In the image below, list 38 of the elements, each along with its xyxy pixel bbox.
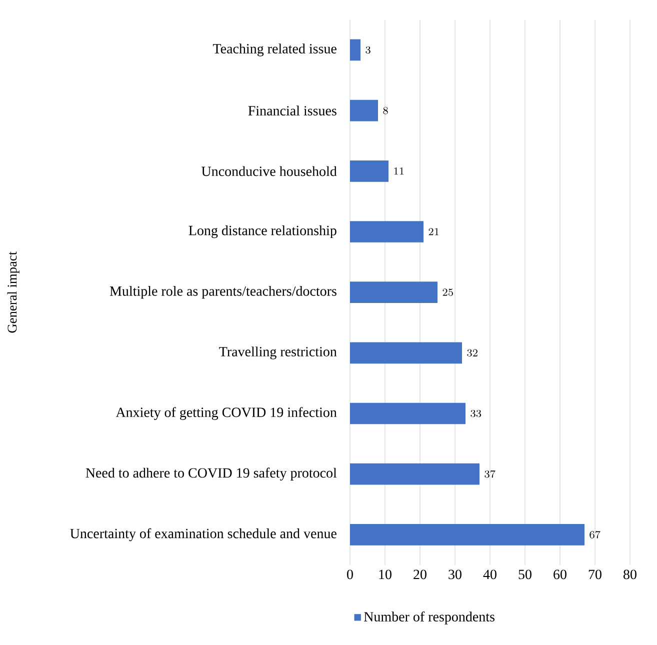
y-tick-label: Unconducive household (202, 166, 337, 176)
bar (350, 402, 466, 424)
y-tick-label: Financial issues (248, 106, 336, 116)
x-tick-label: 60 (554, 570, 566, 580)
x-tick-label: 40 (483, 570, 496, 580)
bar (350, 524, 584, 546)
x-tick-label: 80 (624, 570, 636, 580)
legend-label: Number of respondents (364, 612, 494, 624)
data-label: 3 (366, 46, 370, 54)
bar (350, 39, 360, 61)
data-label: 32 (467, 349, 478, 357)
bar (350, 221, 424, 242)
y-tick-label: Anxiety of getting COVID 19 infection (116, 407, 337, 420)
bar (350, 160, 388, 182)
y-tick-label: Travelling restriction (219, 346, 337, 360)
bar (350, 342, 462, 364)
bar (350, 463, 480, 485)
x-tick-label: 70 (588, 570, 602, 580)
bar (350, 100, 378, 122)
y-axis-title: General impact (7, 251, 20, 333)
data-label: 25 (442, 288, 453, 296)
data-label: 21 (428, 228, 439, 236)
data-label: 67 (590, 530, 600, 538)
y-tick-label: Long distance relationship (188, 225, 336, 238)
data-label: 8 (383, 106, 388, 114)
y-tick-label: Multiple role as parents/teachers/doctors (110, 286, 336, 299)
bar (350, 282, 438, 303)
data-label: 33 (470, 410, 482, 418)
y-tick-label: Need to adhere to COVID 19 safety protocol (86, 468, 337, 481)
data-label: 37 (484, 470, 496, 478)
x-tick-label: 30 (448, 570, 462, 580)
x-tick-label: 0 (347, 570, 353, 580)
data-label: 11 (394, 167, 404, 175)
y-tick-label: Teaching related issue (212, 44, 336, 56)
x-tick-label: 10 (379, 570, 392, 580)
x-tick-label: 50 (518, 570, 532, 580)
x-tick-label: 20 (414, 570, 426, 580)
y-tick-label: Uncertainty of examination schedule and venue (70, 528, 336, 542)
